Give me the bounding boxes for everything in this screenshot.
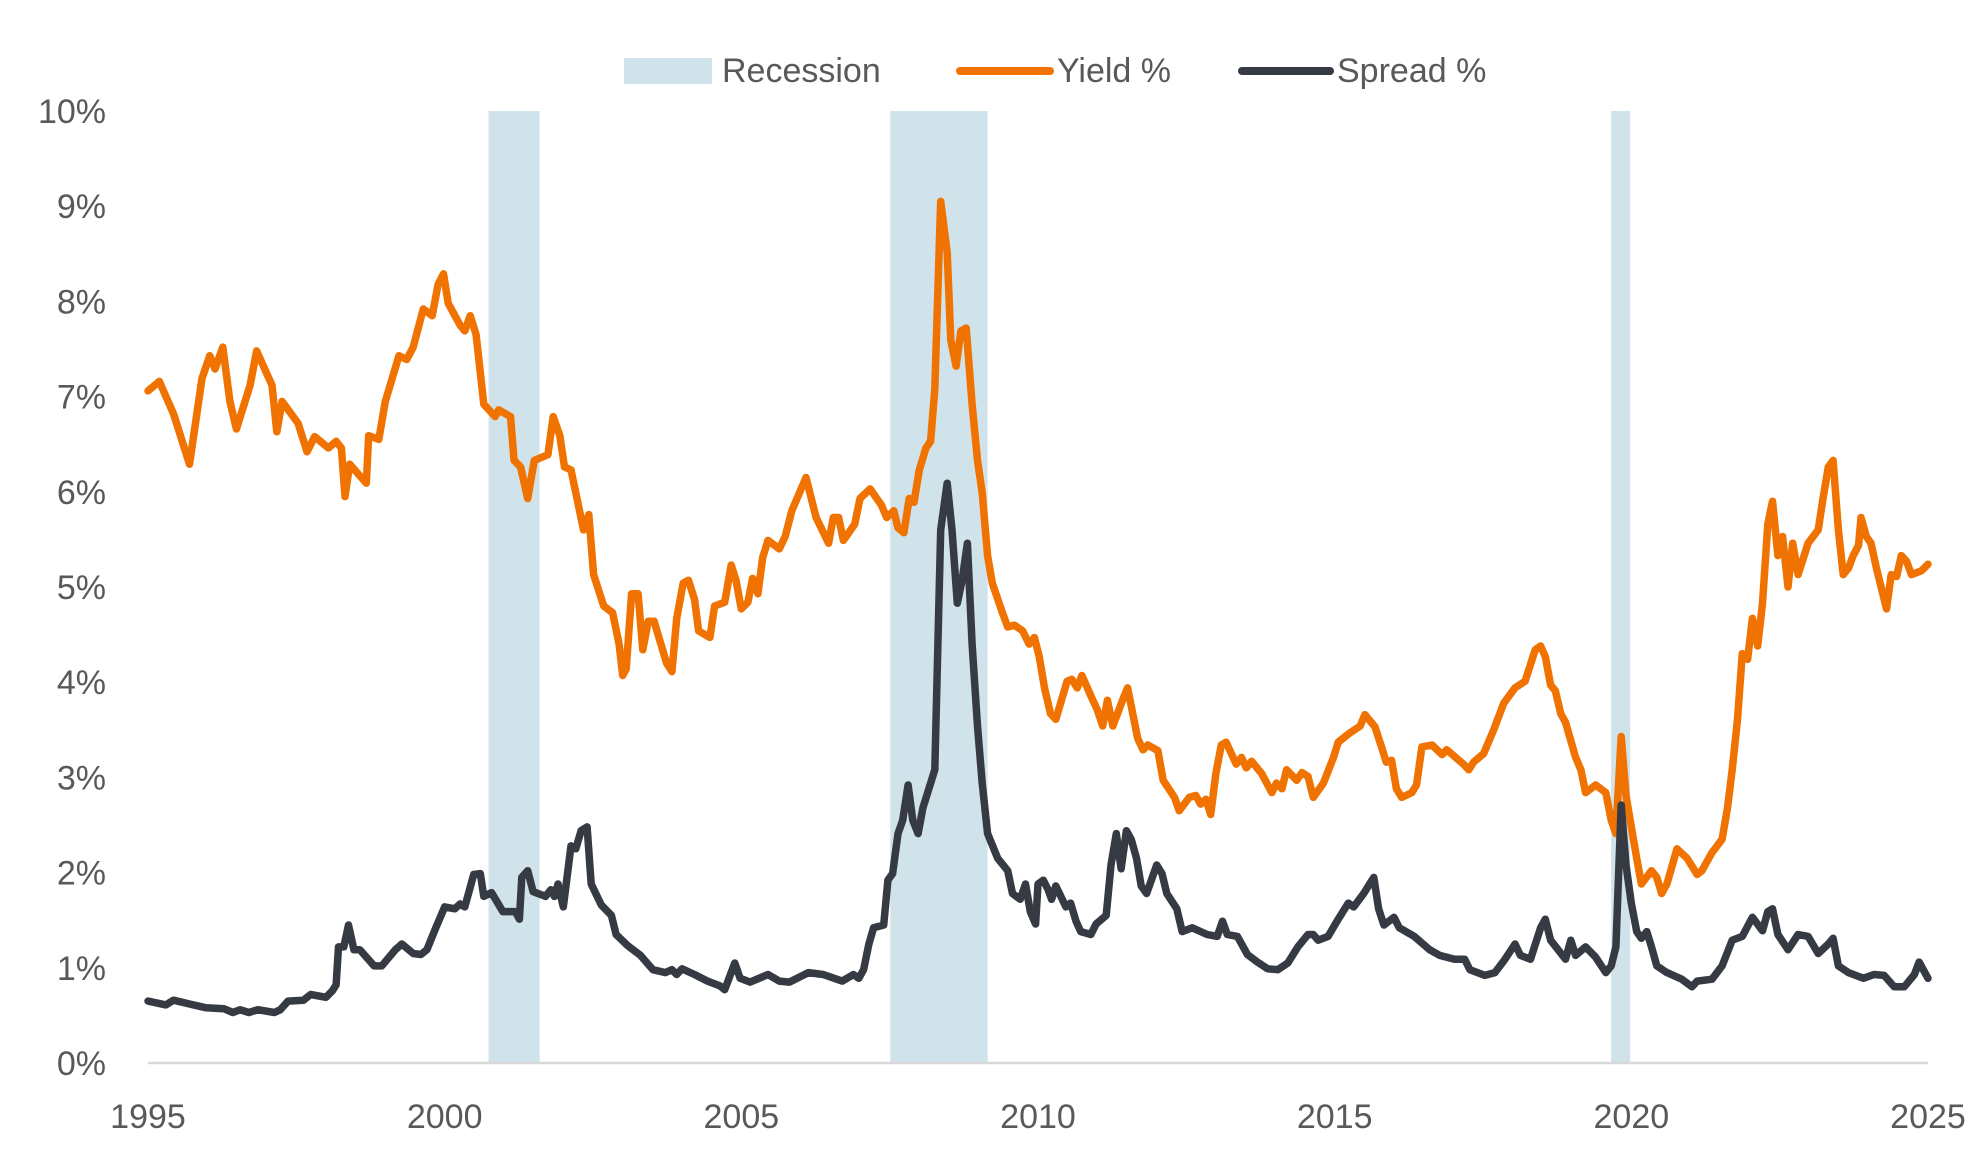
- recession-bands: [488, 111, 1631, 1063]
- x-tick-label: 2020: [1594, 1098, 1670, 1136]
- spread-line: [144, 479, 1932, 1017]
- legend-item-recession[interactable]: Recession: [624, 52, 881, 90]
- x-tick-label: 2010: [1000, 1098, 1076, 1136]
- yield-line: [144, 197, 1932, 898]
- y-tick-label: 6%: [57, 474, 106, 512]
- x-tick-label: 1995: [110, 1098, 186, 1136]
- y-tick-label: 0%: [57, 1045, 106, 1083]
- legend-item-yield[interactable]: Yield %: [956, 52, 1171, 90]
- y-tick-label: 9%: [57, 188, 106, 226]
- y-tick-label: 7%: [57, 379, 106, 417]
- legend-swatch-recession: [624, 58, 712, 84]
- series-lines: [144, 197, 1932, 1017]
- legend-label-spread: Spread %: [1337, 52, 1486, 90]
- legend-item-spread[interactable]: Spread %: [1238, 52, 1486, 90]
- x-tick-label: 2005: [704, 1098, 780, 1136]
- y-tick-label: 1%: [57, 950, 106, 988]
- y-tick-label: 2%: [57, 855, 106, 893]
- y-tick-label: 4%: [57, 664, 106, 702]
- y-tick-label: 8%: [57, 283, 106, 321]
- legend-label-yield: Yield %: [1057, 52, 1171, 90]
- x-axis-ticks: 1995 2000 2005 2010 2015 2020 2025: [110, 1098, 1966, 1136]
- recession-band: [488, 111, 540, 1063]
- y-tick-label: 10%: [38, 93, 106, 131]
- y-axis-ticks: 0% 1% 2% 3% 4% 5% 6% 7% 8% 9% 10%: [38, 93, 106, 1083]
- x-tick-label: 2025: [1890, 1098, 1966, 1136]
- y-tick-label: 5%: [57, 569, 106, 607]
- x-tick-label: 2015: [1297, 1098, 1373, 1136]
- x-tick-label: 2000: [407, 1098, 483, 1136]
- legend: Recession Yield % Spread %: [624, 52, 1486, 90]
- y-tick-label: 3%: [57, 759, 106, 797]
- legend-label-recession: Recession: [722, 52, 881, 90]
